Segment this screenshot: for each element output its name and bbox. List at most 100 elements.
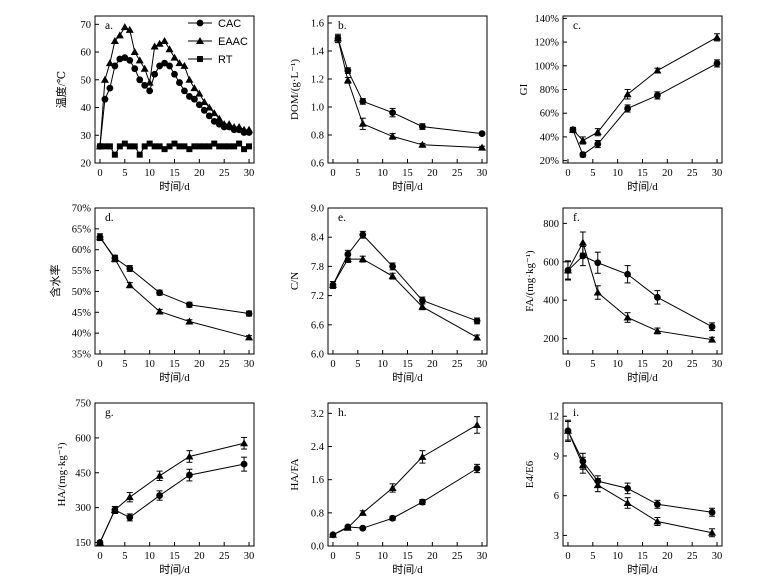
x-tick-label: 0 [330, 359, 335, 370]
series-line-eaac [99, 236, 250, 338]
data-point-cac [473, 317, 481, 325]
legend-label-eaac: EAAC [218, 36, 248, 48]
data-point-eaac [358, 508, 367, 516]
data-point-rt [166, 143, 173, 150]
y-tick-label: 600 [543, 257, 559, 268]
y-tick-label: 300 [75, 503, 91, 514]
chart-a: 0 5 10 15 20 25 30 20 30 40 50 60 70 a. 时间/d 温度/℃ [54, 15, 255, 193]
data-point-eaac [388, 272, 397, 280]
data-point-eaac [708, 335, 717, 343]
data-point-eaac [200, 97, 209, 105]
x-tick-label: 30 [477, 168, 488, 179]
x-tick-label: 0 [330, 168, 335, 179]
data-point-eaac [190, 84, 199, 92]
data-point-eaac [418, 302, 427, 310]
data-point-eaac [125, 493, 134, 501]
y-tick-label: 70 [81, 20, 92, 31]
y-tick-label: 1.6 [311, 475, 324, 486]
y-tick-label: 120% [535, 38, 560, 49]
chart-e-frame [327, 207, 488, 355]
data-point-cac [240, 460, 248, 468]
data-point-cac [186, 93, 193, 100]
data-point-eaac [653, 66, 662, 74]
data-point-eaac [135, 56, 144, 64]
x-tick-label: 20 [427, 359, 438, 370]
data-point-cac [176, 79, 183, 86]
x-tick-label: 25 [687, 551, 698, 562]
data-point-cac [419, 123, 426, 130]
legend-marker-eaac [196, 37, 204, 44]
panel-label-b: b. [338, 20, 347, 32]
x-tick-label: 15 [637, 551, 648, 562]
data-point-eaac [333, 34, 342, 42]
data-point-eaac [563, 426, 572, 434]
series-line-cac [567, 255, 713, 328]
x-axis-label-h: 时间/d [392, 563, 423, 576]
data-point-eaac [110, 254, 119, 262]
data-point-cac [654, 500, 661, 508]
y-axis-label-c: GI [518, 83, 530, 95]
x-tick-label: 15 [402, 551, 413, 562]
data-point-cac [478, 130, 486, 138]
x-tick-label: 20 [662, 551, 673, 562]
data-point-cac [389, 263, 396, 270]
y-tick-label: 60% [72, 245, 92, 256]
y-tick-label: 40% [540, 132, 560, 143]
data-point-cac [389, 109, 396, 116]
x-tick-label: 25 [687, 168, 698, 179]
x-tick-label: 0 [565, 168, 570, 179]
data-point-rt [146, 140, 153, 147]
series-g-eaac [95, 436, 249, 546]
x-tick-label: 25 [452, 359, 463, 370]
data-point-cac [156, 62, 163, 70]
x-tick-label: 10 [144, 551, 155, 562]
x-tick-label: 25 [219, 551, 230, 562]
y-tick-label: 6.0 [311, 350, 324, 361]
data-point-eaac [155, 39, 164, 47]
data-point-eaac [155, 307, 164, 315]
panel-label-g: g. [105, 407, 114, 419]
x-tick-label: 15 [402, 168, 413, 179]
legend: CAC EAAC RT [188, 18, 248, 66]
x-tick-label: 15 [637, 168, 648, 179]
data-point-eaac [388, 483, 397, 491]
data-point-eaac [205, 103, 214, 111]
data-point-eaac [245, 333, 254, 341]
data-point-rt [206, 143, 213, 150]
data-point-rt [246, 143, 253, 150]
data-point-cac [713, 60, 721, 67]
series-line-cac [332, 468, 478, 536]
x-tick-label: 20 [662, 168, 673, 179]
y-tick-label: 400 [543, 296, 559, 307]
y-tick-label: 450 [75, 468, 91, 479]
series-i-cac [564, 419, 716, 517]
data-point-eaac [568, 125, 577, 133]
panel-label-h: h. [338, 407, 347, 419]
x-tick-label: 0 [97, 551, 102, 562]
x-tick-label: 30 [477, 359, 488, 370]
y-tick-label: 70% [72, 204, 92, 215]
x-tick-label: 10 [612, 359, 623, 370]
y-tick-label: 9.0 [311, 204, 324, 215]
series-f-eaac [563, 231, 717, 343]
y-tick-label: 80% [540, 85, 560, 96]
data-point-cac [210, 117, 218, 125]
x-tick-label: 0 [565, 551, 570, 562]
data-point-eaac [245, 125, 254, 133]
x-tick-label: 0 [565, 359, 570, 370]
data-point-rt [151, 143, 158, 150]
data-point-rt [181, 143, 188, 150]
data-point-cac [579, 252, 587, 260]
series-line-eaac [332, 424, 478, 536]
data-point-rt [106, 143, 113, 150]
chart-f-frame [562, 207, 723, 355]
y-tick-label: 150 [75, 538, 91, 549]
x-tick-label: 5 [122, 551, 127, 562]
y-tick-label: 45% [72, 308, 92, 319]
x-axis-label-d: 时间/d [159, 371, 190, 384]
data-point-eaac [418, 452, 427, 460]
chart-f: 0 5 10 15 20 25 30 200 400 600 800 f. 时间/d FA/(mg·kg⁻… [524, 207, 723, 384]
data-point-rt [161, 146, 168, 153]
data-point-eaac [180, 61, 189, 69]
y-tick-label: 20 [81, 159, 92, 170]
